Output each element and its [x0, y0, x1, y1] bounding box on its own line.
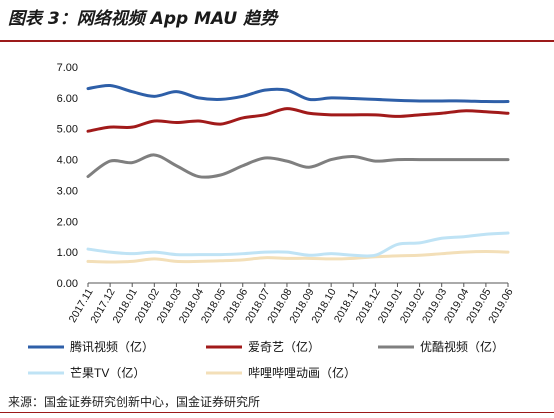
series-line — [86, 153, 510, 179]
series-lines — [86, 83, 510, 264]
y-tick-label: 5.00 — [57, 124, 78, 136]
line-chart: 0.00 1.00 2.00 3.00 4.00 5.00 6.00 7.00 2017.11… — [28, 62, 516, 380]
title-divider — [0, 40, 554, 42]
y-tick-label: 3.00 — [57, 185, 78, 197]
y-tick-label: 0.00 — [57, 278, 78, 290]
legend: 腾讯视频（亿） 爱奇艺（亿） 优酷视频（亿） 芒果TV（亿） 哔哩哔哩动画（亿） — [28, 339, 504, 380]
x-axis: 2017.112017.122018.012018.022018.032018.… — [67, 282, 516, 325]
y-tick-label: 4.00 — [57, 155, 78, 167]
series-line — [86, 83, 510, 104]
legend-label: 哔哩哔哩动画（亿） — [248, 365, 356, 380]
legend-label: 爱奇艺（亿） — [248, 339, 320, 354]
legend-label: 腾讯视频（亿） — [70, 339, 154, 354]
source-note: 来源：国金证券研究创新中心，国金证券研究所 — [8, 395, 261, 409]
series-line — [86, 250, 510, 264]
y-axis: 0.00 1.00 2.00 3.00 4.00 5.00 6.00 7.00 — [57, 62, 78, 290]
footer-divider — [0, 412, 554, 413]
figure-title: 图表 3：网络视频 App MAU 趋势 — [8, 9, 278, 29]
y-tick-label: 1.00 — [57, 247, 78, 259]
y-tick-label: 7.00 — [57, 62, 78, 74]
legend-label: 芒果TV（亿） — [70, 365, 145, 380]
y-tick-label: 6.00 — [57, 93, 78, 105]
series-line — [86, 231, 510, 258]
y-tick-label: 2.00 — [57, 216, 78, 228]
series-line — [86, 107, 510, 133]
legend-label: 优酷视频（亿） — [420, 339, 504, 354]
